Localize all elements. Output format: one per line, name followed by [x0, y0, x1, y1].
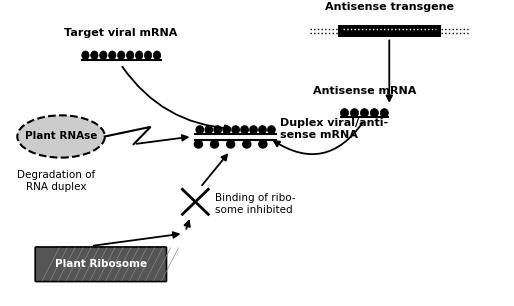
Ellipse shape: [136, 51, 143, 60]
Text: Target viral mRNA: Target viral mRNA: [64, 28, 177, 39]
Ellipse shape: [144, 51, 152, 60]
Ellipse shape: [241, 126, 248, 134]
Ellipse shape: [223, 126, 230, 134]
Text: Duplex viral/anti-
sense mRNA: Duplex viral/anti- sense mRNA: [280, 118, 388, 140]
Ellipse shape: [243, 140, 251, 148]
Ellipse shape: [250, 126, 257, 134]
Text: Antisense transgene: Antisense transgene: [325, 2, 454, 12]
Ellipse shape: [100, 51, 107, 60]
Ellipse shape: [360, 109, 369, 117]
Text: Binding of ribo-
some inhibited: Binding of ribo- some inhibited: [215, 193, 296, 215]
Ellipse shape: [153, 51, 161, 60]
Ellipse shape: [351, 109, 359, 117]
Text: Antisense mRNA: Antisense mRNA: [313, 86, 416, 96]
Ellipse shape: [340, 109, 348, 117]
Ellipse shape: [196, 126, 204, 134]
Ellipse shape: [380, 109, 389, 117]
Ellipse shape: [227, 140, 235, 148]
Ellipse shape: [214, 126, 222, 134]
Ellipse shape: [82, 51, 89, 60]
Ellipse shape: [268, 126, 275, 134]
Ellipse shape: [232, 126, 240, 134]
Ellipse shape: [205, 126, 212, 134]
Ellipse shape: [259, 140, 267, 148]
FancyBboxPatch shape: [35, 247, 167, 282]
Ellipse shape: [211, 140, 218, 148]
Ellipse shape: [118, 51, 125, 60]
Ellipse shape: [90, 51, 98, 60]
Ellipse shape: [370, 109, 378, 117]
Text: Degradation of
RNA duplex: Degradation of RNA duplex: [17, 170, 95, 192]
Text: Plant RNAse: Plant RNAse: [25, 132, 97, 141]
Ellipse shape: [259, 126, 266, 134]
Ellipse shape: [108, 51, 116, 60]
Ellipse shape: [194, 140, 203, 148]
Text: Plant Ribosome: Plant Ribosome: [55, 259, 147, 269]
Ellipse shape: [126, 51, 134, 60]
Bar: [338, 25, 441, 36]
Ellipse shape: [17, 115, 105, 158]
